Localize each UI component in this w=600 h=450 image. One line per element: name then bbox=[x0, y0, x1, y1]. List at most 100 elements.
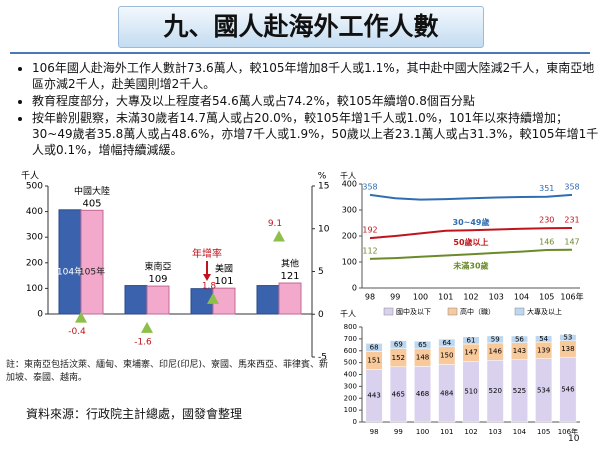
y-tick-label: 100 bbox=[344, 406, 357, 414]
y-tick-label: 300 bbox=[342, 206, 357, 215]
value-label: 59 bbox=[491, 335, 500, 343]
series-label: 30~49歲 bbox=[453, 217, 490, 227]
x-tick-label: 104 bbox=[513, 428, 527, 436]
value-label: 146 bbox=[539, 238, 554, 247]
value-label: 484 bbox=[440, 389, 454, 397]
x-tick-label: 99 bbox=[394, 428, 403, 436]
y-tick-label: 400 bbox=[344, 371, 357, 379]
x-tick-label: 101 bbox=[438, 293, 453, 302]
value-label: 138 bbox=[561, 345, 574, 353]
y-tick-label: 200 bbox=[26, 258, 43, 268]
growth-label: 1.8 bbox=[202, 281, 217, 291]
y-tick-label: 200 bbox=[344, 394, 357, 402]
annotation-arrowhead bbox=[203, 274, 211, 281]
bar-segment bbox=[535, 335, 553, 343]
value-label: 56 bbox=[515, 335, 524, 343]
x-tick-label: 105 bbox=[537, 428, 550, 436]
page-number: 10 bbox=[568, 434, 580, 444]
value-label: 54 bbox=[539, 335, 548, 343]
value-label: 112 bbox=[362, 246, 377, 255]
y2-tick-label: 5 bbox=[318, 267, 324, 277]
value-label: 358 bbox=[362, 182, 377, 191]
value-label: 230 bbox=[539, 216, 554, 225]
value-label: 146 bbox=[489, 348, 503, 356]
legend-label: 大專及以上 bbox=[527, 307, 562, 316]
y-tick-label: 400 bbox=[26, 207, 43, 217]
y2-tick-label: -5 bbox=[318, 353, 327, 363]
bar bbox=[80, 209, 104, 315]
bullet: 教育程度部分，大專及以上程度者54.6萬人或占74.2%，較105年續增0.8個… bbox=[32, 93, 600, 109]
value-label: 192 bbox=[362, 226, 377, 235]
legend-label: 國中及以下 bbox=[396, 307, 431, 316]
value-label: 53 bbox=[563, 334, 572, 342]
bar bbox=[278, 282, 302, 315]
x-tick-label: 102 bbox=[464, 428, 477, 436]
y-tick-label: 0 bbox=[353, 418, 357, 426]
value-label: 147 bbox=[464, 349, 477, 357]
y-axis-label: 千人 bbox=[21, 171, 39, 182]
series-label: 未滿30歲 bbox=[452, 261, 488, 271]
y-tick-label: 500 bbox=[26, 182, 43, 192]
value-label: 534 bbox=[537, 386, 551, 394]
value-label: 68 bbox=[370, 343, 379, 351]
bullet: 按年齡別觀察，未滿30歲者14.7萬人或占20.0%，較105年增1千人或1.0… bbox=[32, 110, 600, 158]
growth-label: -1.6 bbox=[134, 337, 152, 347]
legend-swatch bbox=[447, 307, 458, 316]
y-tick-label: 300 bbox=[344, 382, 357, 390]
value-label: 510 bbox=[464, 388, 477, 396]
value-label: 525 bbox=[513, 387, 526, 395]
y-tick-label: 700 bbox=[344, 335, 357, 343]
x-tick-label: 100 bbox=[416, 428, 429, 436]
y-tick-label: 0 bbox=[37, 310, 43, 320]
value-label: 65 bbox=[418, 341, 427, 349]
x-tick-label: 100 bbox=[413, 293, 428, 302]
growth-label: -0.4 bbox=[68, 327, 86, 337]
value-label: 64 bbox=[442, 339, 451, 347]
value-label: 147 bbox=[564, 237, 579, 246]
x-tick-label: 106年 bbox=[558, 427, 578, 436]
growth-marker bbox=[207, 292, 219, 304]
bar-segment bbox=[438, 338, 456, 347]
value-label: 520 bbox=[489, 387, 502, 395]
value-label: 443 bbox=[367, 392, 380, 400]
bar-segment bbox=[462, 336, 480, 345]
y-tick-label: 300 bbox=[26, 233, 43, 243]
line bbox=[369, 193, 573, 201]
y-tick-label: 100 bbox=[26, 284, 43, 294]
source: 資料來源：行政院主計總處，國發會整理 bbox=[26, 407, 243, 421]
category-label: 其他 bbox=[281, 258, 299, 270]
x-tick-label: 99 bbox=[390, 293, 400, 302]
value-label: 61 bbox=[467, 336, 476, 344]
y-tick-label: 800 bbox=[344, 323, 357, 331]
x-tick-label: 102 bbox=[463, 293, 478, 302]
growth-marker bbox=[75, 311, 87, 323]
series-label: 105年 bbox=[79, 266, 105, 278]
value-label: 139 bbox=[537, 346, 550, 354]
bullet-list: 106年國人赴海外工作人數計73.6萬人，較105年增加8千人或1.1%，其中赴… bbox=[16, 60, 600, 159]
value-label: 358 bbox=[564, 182, 579, 191]
x-tick-label: 98 bbox=[365, 293, 375, 302]
value-label: 143 bbox=[513, 347, 526, 355]
value-label: 468 bbox=[416, 390, 429, 398]
annotation: 年增率 bbox=[192, 247, 222, 260]
category-label: 中國大陸 bbox=[74, 185, 110, 197]
x-tick-label: 103 bbox=[489, 428, 502, 436]
category-label: 美國 bbox=[215, 263, 233, 275]
growth-marker bbox=[141, 321, 153, 333]
bullet: 106年國人赴海外工作人數計73.6萬人，較105年增加8千人或1.1%，其中赴… bbox=[32, 60, 600, 92]
y-tick-label: 0 bbox=[352, 284, 357, 293]
series-label: 50歲以上 bbox=[453, 237, 488, 247]
title-rule bbox=[10, 52, 590, 54]
growth-marker bbox=[273, 230, 285, 242]
y2-tick-label: 10 bbox=[318, 224, 330, 234]
value-label: 546 bbox=[561, 386, 575, 394]
value-label: 101 bbox=[214, 276, 233, 287]
y-tick-label: 200 bbox=[342, 232, 357, 241]
value-label: 465 bbox=[392, 390, 405, 398]
x-tick-label: 103 bbox=[489, 293, 504, 302]
y-axis-label: 千人 bbox=[340, 171, 356, 181]
line bbox=[369, 226, 573, 240]
category-label: 東南亞 bbox=[144, 261, 171, 273]
